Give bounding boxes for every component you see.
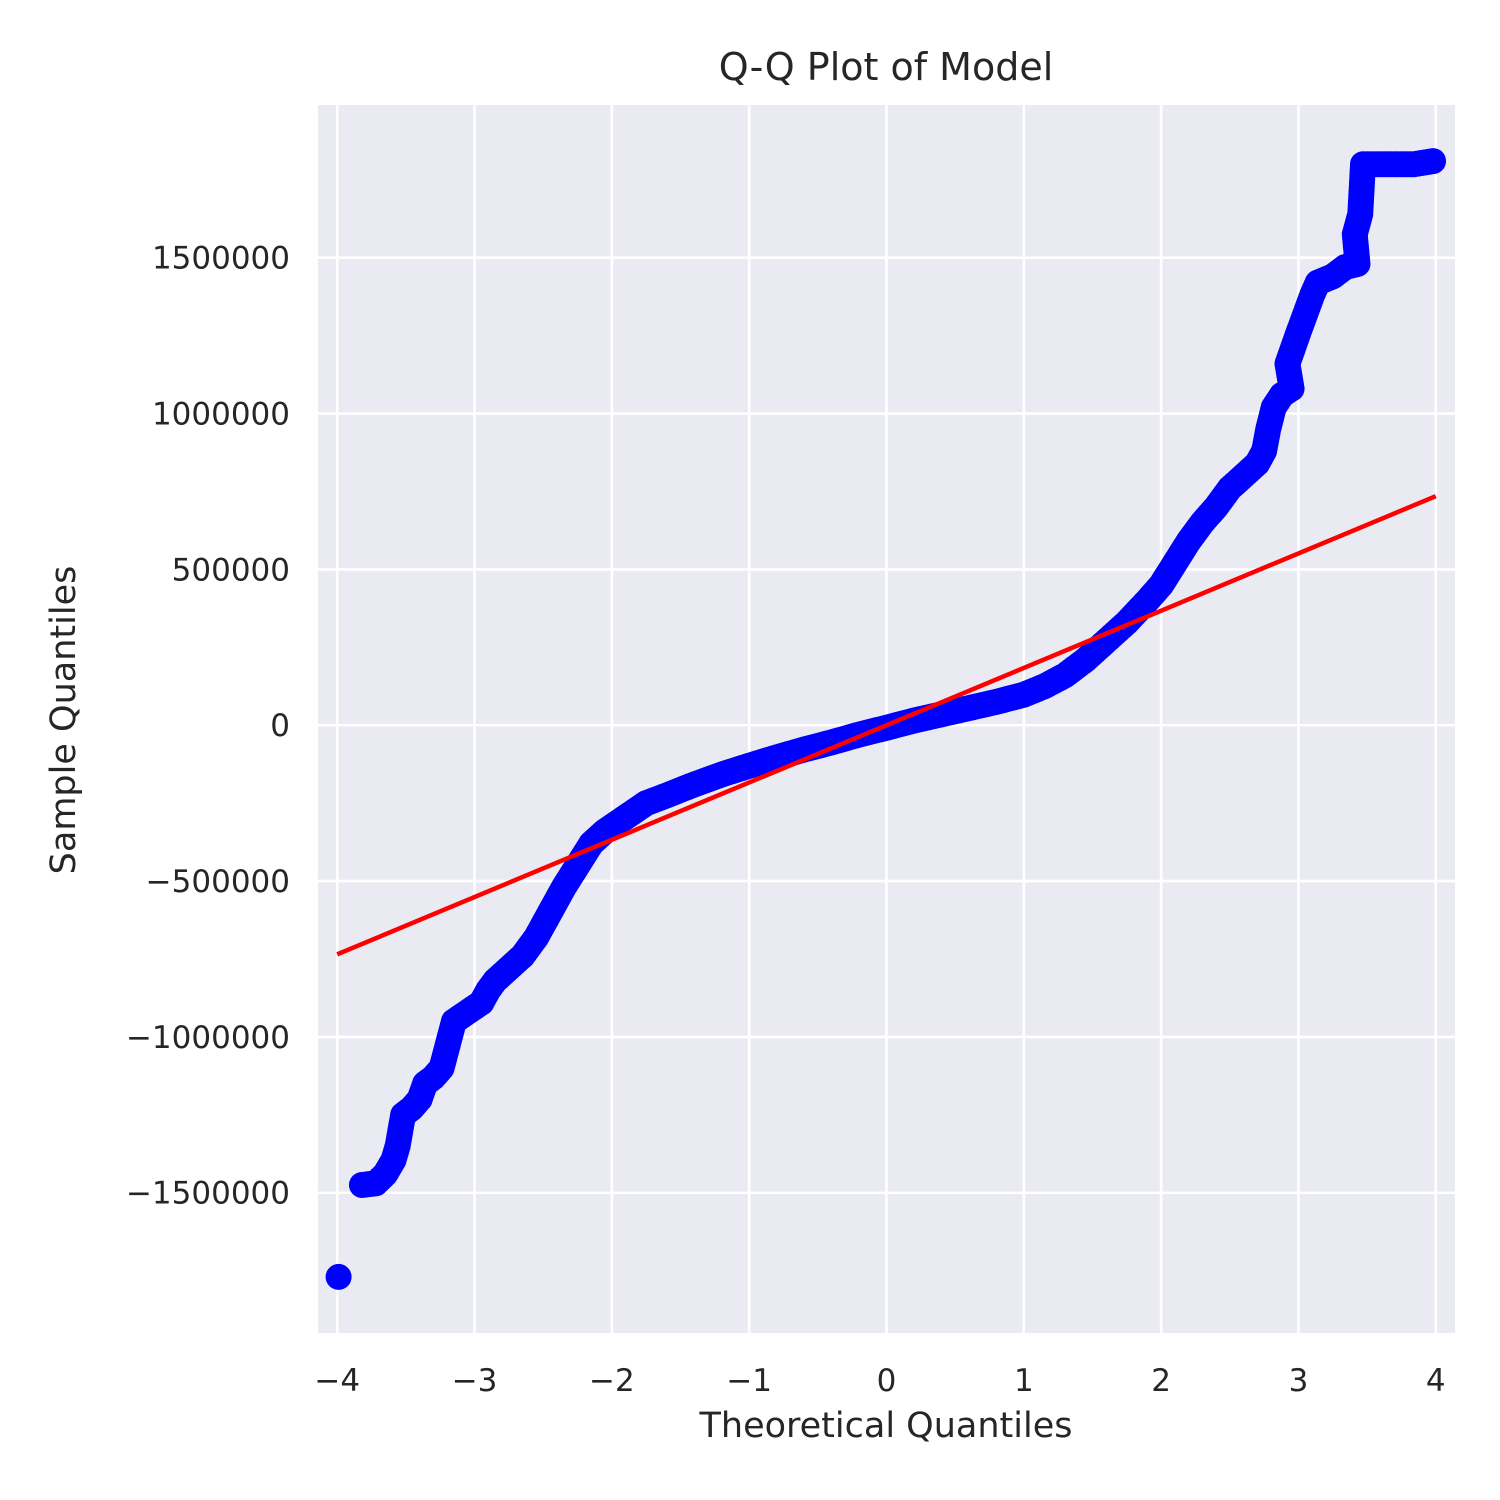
sample-point	[1420, 148, 1447, 175]
reference-line	[336, 494, 1437, 957]
x-tick-labels: −4 −3 −2 −1 0 1 2 3 4	[314, 1363, 1445, 1399]
y-axis-label: Sample Quantiles	[44, 566, 84, 875]
sample-points	[325, 148, 1447, 1290]
y-tick-label: 1500000	[152, 241, 290, 277]
y-tick-label: −1000000	[126, 1020, 290, 1056]
y-tick-label: 1000000	[152, 397, 290, 433]
x-axis-label: Theoretical Quantiles	[699, 1406, 1073, 1446]
sample-point	[325, 1263, 352, 1290]
reference-line-group	[336, 494, 1437, 957]
x-tick-label: 0	[877, 1363, 897, 1399]
y-tick-label: −500000	[146, 864, 290, 900]
x-tick-label: 2	[1151, 1363, 1171, 1399]
x-tick-label: 4	[1426, 1363, 1446, 1399]
x-tick-label: −4	[314, 1363, 360, 1399]
x-tick-label: 3	[1289, 1363, 1309, 1399]
x-tick-label: 1	[1014, 1363, 1034, 1399]
x-tick-label: −3	[452, 1363, 498, 1399]
y-tick-label: 0	[270, 708, 290, 744]
x-tick-label: −2	[589, 1363, 635, 1399]
y-tick-label: −1500000	[126, 1176, 290, 1212]
y-tick-labels: −1500000 −1000000 −500000 0 500000 1000000 150…	[126, 241, 290, 1212]
x-tick-label: −1	[726, 1363, 772, 1399]
chart-title: Q-Q Plot of Model	[719, 45, 1054, 89]
y-tick-label: 500000	[172, 552, 290, 588]
